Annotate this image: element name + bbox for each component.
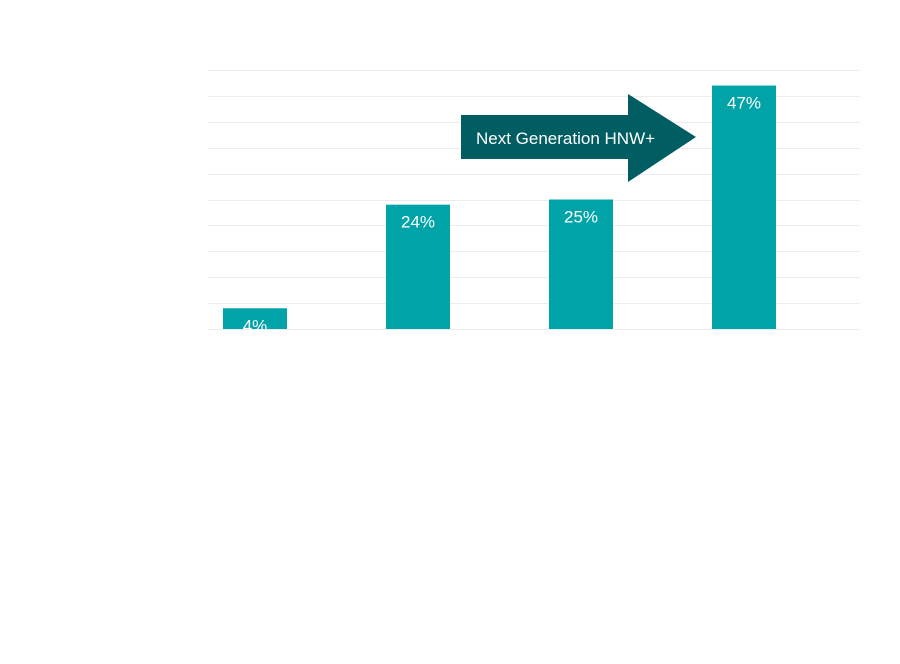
bar-value-label-3: 25%	[564, 208, 598, 227]
bar-3	[549, 199, 613, 329]
next-generation-arrow	[461, 94, 696, 182]
bar-value-label-4: 47%	[727, 94, 761, 113]
annotation-arrow-group: Next Generation HNW+	[461, 94, 696, 182]
bar-value-label-2: 24%	[401, 213, 435, 232]
bar-2	[386, 204, 450, 329]
bar-value-label-1: 4%	[243, 316, 268, 335]
arrow-label: Next Generation HNW+	[476, 129, 655, 148]
bar-4	[712, 85, 776, 329]
bars: 4% 24% 25% 47%	[223, 85, 776, 335]
bar-1	[223, 308, 287, 329]
